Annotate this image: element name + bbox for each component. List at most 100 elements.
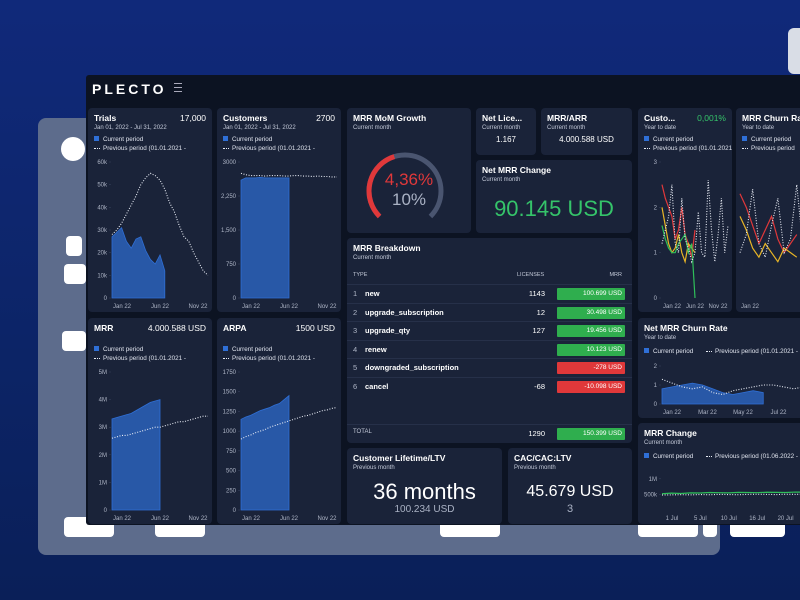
- mini-chart: 0 750 1,500 2,250 3000 Jan 22 Jun 22 Nov 22: [221, 160, 337, 310]
- mrr-pill: 30.498 USD: [557, 306, 625, 319]
- legend-item: Previous period (01.01.2021 -: [94, 145, 186, 152]
- x-tick-label: 20 Jul: [778, 516, 794, 522]
- table-cell: 127: [532, 326, 545, 335]
- mrr-change-card: MRR Change Current month Current period P…: [638, 423, 800, 524]
- card-subtitle: Previous month: [353, 465, 395, 471]
- table-cell: upgrade_qty: [365, 326, 411, 335]
- y-tick-label: 0: [233, 508, 237, 514]
- chart-area: 0 10k 20k 30k 40k 50k 60k Jan 22 Jun 22 Nov 22: [88, 156, 212, 310]
- mrr-arr-card: MRR/ARR Current month 4.000.588 USD: [541, 108, 632, 155]
- legend-label: Current period: [653, 453, 694, 460]
- legend-label: Previous period (01.06.2022 -: [715, 453, 798, 460]
- y-tick-label: 2: [654, 205, 658, 211]
- x-tick-label: Jan 22: [113, 516, 132, 522]
- chart-area: 0 250 500 750 1000 1250 1500 1750 Jan 22 Jun 22 No…: [217, 366, 341, 522]
- card-subtitle: Previous month: [514, 465, 556, 471]
- net-licenses-card: Net Lice... Current month 1.167: [476, 108, 536, 155]
- legend-dash: [706, 350, 712, 352]
- y-tick-label: 1M: [649, 477, 657, 483]
- card-title: Customer Lifetime/LTV: [353, 453, 446, 463]
- legend-swatch: [644, 453, 649, 458]
- mrr-churn-card: MRR Churn Rate Year to date Current peri…: [736, 108, 800, 312]
- x-tick-label: Jan 22: [663, 410, 682, 416]
- x-tick-label: Jan 22: [242, 304, 261, 310]
- table-cell: 1143: [528, 289, 545, 298]
- table-row: 6 cancel -68 -10.098 USD: [347, 376, 632, 396]
- legend-item: Previous period: [742, 145, 795, 152]
- legend-label: Previous period (01.01.2021 -: [103, 355, 186, 362]
- chart-area: 0 1M 2M 3M 4M 5M Jan 22 Jun 22 Nov 22: [88, 366, 212, 522]
- legend-item: Previous period (01.01.2021 -: [223, 145, 315, 152]
- card-title: Trials: [94, 113, 117, 123]
- card-title: Net MRR Churn Rate: [644, 323, 728, 333]
- series-area: [661, 382, 764, 405]
- x-tick-label: Jan 22: [663, 304, 682, 310]
- legend-item: Current period: [644, 348, 693, 355]
- y-tick-label: 50k: [97, 183, 108, 189]
- legend-item: Previous period (01.01.2021 -: [223, 355, 315, 362]
- card-subtitle: Current month: [482, 177, 521, 183]
- chart-area: 0 750 1,500 2,250 3000 Jan 22 Jun 22 Nov 22: [217, 156, 341, 310]
- card-value: 0,001%: [697, 113, 726, 123]
- x-tick-label: Jun 22: [151, 304, 170, 310]
- series-line: [661, 225, 696, 299]
- mini-chart: 0 250 500 750 1000 1250 1500 1750 Jan 22 Jun 22 No…: [223, 370, 338, 522]
- table-cell: 1290: [528, 429, 545, 438]
- card-title: Net MRR Change: [482, 165, 551, 175]
- y-tick-label: 250: [226, 488, 237, 494]
- x-tick-label: 16 Jul: [749, 516, 765, 522]
- mrr-pill: 19.456 USD: [557, 325, 625, 337]
- table-row: 4 renew 10.123 USD: [347, 339, 632, 359]
- x-tick-label: 5 Jul: [694, 516, 707, 522]
- card-title: Net Lice...: [482, 113, 523, 123]
- legend-label: Current period: [653, 348, 694, 355]
- series-area: [240, 394, 290, 511]
- trials-card: Trials 17,000 Jan 01, 2022 - Jul 31, 202…: [88, 108, 212, 312]
- table-cell: new: [365, 289, 380, 298]
- dashboard: PLECTO Trials 17,000 Jan 01, 2022 - Jul …: [86, 75, 800, 525]
- legend-label: Current period: [103, 136, 144, 143]
- table-cell: cancel: [365, 381, 389, 391]
- series-area: [240, 177, 290, 299]
- legend-dash: [706, 455, 712, 457]
- legend-label: Current period: [751, 136, 792, 143]
- card-subtitle: Current month: [482, 125, 521, 131]
- legend-swatch: [223, 346, 228, 351]
- mini-chart: 0 10k 20k 30k 40k 50k 60k Jan 22 Jun 22 Nov 22: [97, 160, 209, 310]
- card-subtitle: Year to date: [742, 125, 775, 131]
- gauge-target: 10%: [391, 190, 427, 209]
- table-row: 3 upgrade_qty 127 19.456 USD: [347, 321, 632, 340]
- table-row: 5 downgraded_subscription -278 USD: [347, 358, 632, 377]
- series-line: [661, 180, 729, 264]
- menu-button[interactable]: [174, 83, 182, 92]
- y-tick-label: 1,500: [221, 228, 237, 234]
- y-tick-label: 20k: [97, 251, 108, 257]
- legend-label: Current period: [103, 346, 144, 353]
- card-title: MRR/ARR: [547, 113, 588, 123]
- x-tick-label: Jan 22: [113, 304, 132, 310]
- card-value: 45.679 USD: [526, 483, 614, 500]
- series-line: [661, 207, 696, 265]
- y-tick-label: 2: [654, 364, 658, 370]
- card-period: Jan 01, 2022 - Jul 31, 2022: [223, 125, 296, 131]
- legend-item: Current period: [742, 136, 791, 143]
- series-area: [111, 227, 166, 299]
- legend-item: Previous period (01.01.2021 -: [706, 348, 798, 355]
- series-line: [739, 216, 798, 263]
- y-tick-label: 750: [226, 262, 237, 268]
- legend-item: Current period: [223, 136, 272, 143]
- mini-chart: 0 1 2 3 Jan 22 Jun 22 Nov 22: [654, 160, 729, 310]
- table-cell: 4: [353, 344, 358, 354]
- mrr-pill: -278 USD: [557, 362, 625, 374]
- y-tick-label: 3M: [99, 425, 107, 431]
- table-cell: 2: [353, 307, 358, 317]
- x-tick-label: Nov 22: [188, 516, 208, 522]
- legend-dash: [742, 147, 748, 149]
- column-header: LICENSES: [517, 272, 545, 278]
- y-tick-label: 0: [233, 296, 237, 302]
- y-tick-label: 2,250: [221, 194, 237, 200]
